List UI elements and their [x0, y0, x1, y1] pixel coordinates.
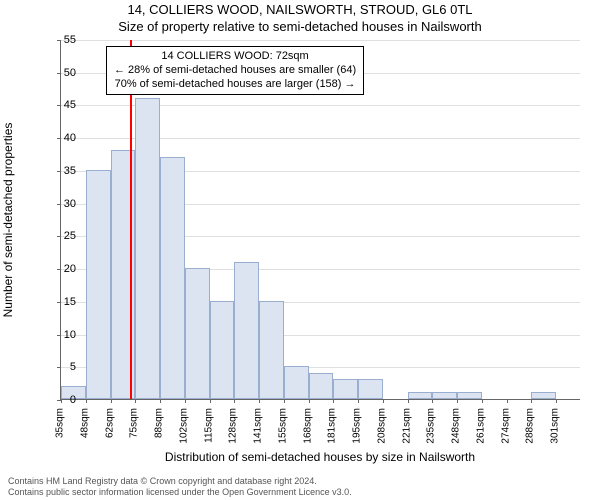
x-tick-mark: [185, 399, 186, 403]
histogram-bar: [234, 262, 259, 399]
y-tick-label: 30: [52, 198, 76, 210]
x-tick-mark: [507, 399, 508, 403]
footer-line-2: Contains public sector information licen…: [8, 487, 352, 498]
x-tick-mark: [482, 399, 483, 403]
y-tick-label: 40: [52, 132, 76, 144]
footer-attribution: Contains HM Land Registry data © Crown c…: [8, 476, 352, 498]
x-tick-label: 62sqm: [104, 408, 115, 438]
x-tick-label: 128sqm: [228, 408, 239, 444]
x-tick-label: 274sqm: [500, 408, 511, 444]
x-tick-mark: [309, 399, 310, 403]
histogram-bar: [284, 366, 309, 399]
x-tick-mark: [86, 399, 87, 403]
x-tick-mark: [432, 399, 433, 403]
histogram-bar: [358, 379, 383, 399]
x-tick-mark: [383, 399, 384, 403]
y-tick-label: 5: [52, 361, 76, 373]
x-tick-mark: [531, 399, 532, 403]
x-tick-mark: [135, 399, 136, 403]
y-tick-label: 10: [52, 329, 76, 341]
histogram-bar: [531, 392, 556, 399]
x-tick-mark: [210, 399, 211, 403]
y-tick-label: 50: [52, 67, 76, 79]
x-axis-label: Distribution of semi-detached houses by …: [60, 450, 580, 464]
y-tick-label: 20: [52, 263, 76, 275]
x-tick-label: 155sqm: [277, 408, 288, 444]
y-tick-label: 15: [52, 296, 76, 308]
x-tick-label: 181sqm: [327, 408, 338, 444]
histogram-bar: [408, 392, 433, 399]
x-tick-label: 141sqm: [253, 408, 264, 444]
annotation-line-3: 70% of semi-detached houses are larger (…: [114, 78, 356, 92]
chart-title-main: 14, COLLIERS WOOD, NAILSWORTH, STROUD, G…: [0, 2, 600, 17]
x-tick-mark: [111, 399, 112, 403]
histogram-bar: [309, 373, 334, 399]
histogram-bar: [86, 170, 111, 399]
histogram-bar: [160, 157, 185, 399]
x-tick-label: 208sqm: [376, 408, 387, 444]
chart-title-sub: Size of property relative to semi-detach…: [0, 19, 600, 34]
x-tick-mark: [234, 399, 235, 403]
x-tick-label: 35sqm: [55, 408, 66, 438]
histogram-bar: [457, 392, 482, 399]
x-tick-mark: [556, 399, 557, 403]
x-tick-label: 301sqm: [550, 408, 561, 444]
y-axis-label: Number of semi-detached properties: [1, 123, 15, 318]
x-tick-label: 48sqm: [79, 408, 90, 438]
x-tick-label: 102sqm: [178, 408, 189, 444]
x-tick-label: 168sqm: [302, 408, 313, 444]
annotation-line-2: ← 28% of semi-detached houses are smalle…: [114, 64, 356, 78]
y-tick-label: 45: [52, 99, 76, 111]
x-tick-label: 288sqm: [525, 408, 536, 444]
histogram-bar: [259, 301, 284, 399]
x-tick-label: 195sqm: [352, 408, 363, 444]
annotation-line-1: 14 COLLIERS WOOD: 72sqm: [114, 50, 356, 64]
grid-line: [61, 40, 580, 41]
y-tick-label: 0: [52, 394, 76, 406]
x-tick-label: 88sqm: [154, 408, 165, 438]
x-tick-mark: [284, 399, 285, 403]
histogram-bar: [185, 268, 210, 399]
x-tick-mark: [457, 399, 458, 403]
x-tick-mark: [333, 399, 334, 403]
x-tick-label: 75sqm: [129, 408, 140, 438]
x-tick-label: 221sqm: [401, 408, 412, 444]
histogram-bar: [210, 301, 235, 399]
annotation-box: 14 COLLIERS WOOD: 72sqm ← 28% of semi-de…: [106, 46, 364, 95]
footer-line-1: Contains HM Land Registry data © Crown c…: [8, 476, 352, 487]
y-tick-label: 25: [52, 230, 76, 242]
x-tick-mark: [408, 399, 409, 403]
x-tick-mark: [259, 399, 260, 403]
histogram-bar: [333, 379, 358, 399]
y-tick-label: 35: [52, 165, 76, 177]
x-tick-label: 248sqm: [451, 408, 462, 444]
histogram-bar: [135, 98, 160, 399]
x-tick-label: 115sqm: [203, 408, 214, 443]
y-tick-label: 55: [52, 34, 76, 46]
x-tick-mark: [160, 399, 161, 403]
x-tick-mark: [358, 399, 359, 403]
x-tick-label: 261sqm: [475, 408, 486, 444]
x-tick-label: 235sqm: [426, 408, 437, 444]
histogram-bar: [432, 392, 457, 399]
